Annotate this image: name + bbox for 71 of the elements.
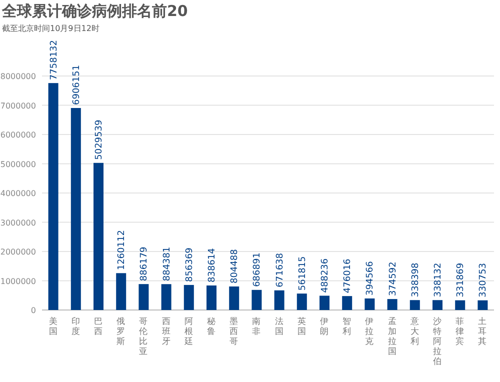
- bar: [455, 300, 466, 310]
- bar: [296, 294, 307, 310]
- bar: [116, 273, 126, 310]
- data-label: 1260112: [117, 230, 128, 270]
- x-tick-label: 哥伦比亚: [139, 317, 148, 357]
- bar: [48, 83, 58, 310]
- x-tick-label: 西班牙: [162, 317, 171, 347]
- y-tick-label: 3000000: [0, 218, 36, 228]
- y-tick-label: 0: [30, 306, 36, 315]
- chart-subtitle: 截至北京时间10月9日12时: [2, 24, 100, 33]
- data-label: 886179: [140, 246, 150, 282]
- data-label: 338132: [434, 262, 444, 298]
- chart-title: 全球累计确诊病例排名前20: [1, 2, 188, 20]
- data-label: 686891: [252, 252, 263, 287]
- bar: [161, 284, 172, 310]
- data-label: 856369: [184, 247, 195, 282]
- data-label: 476016: [343, 258, 354, 294]
- x-tick-label: 智利: [342, 316, 352, 337]
- bar: [138, 284, 149, 310]
- data-label: 338398: [410, 262, 421, 298]
- bar: [410, 300, 420, 310]
- bar: [252, 290, 262, 310]
- x-tick-label: 菲律宾: [456, 316, 465, 347]
- x-tick-label: 美国: [48, 316, 58, 337]
- x-tick-label: 俄罗斯: [116, 316, 126, 347]
- data-label: 884381: [162, 246, 172, 282]
- y-tick-label: 1000000: [0, 276, 36, 286]
- data-label: 7758132: [49, 40, 60, 80]
- x-tick-label: 意大利: [409, 316, 420, 347]
- data-label: 394566: [366, 260, 376, 296]
- x-tick-label: 沙特阿拉伯: [433, 316, 442, 367]
- x-tick-label: 墨西哥: [230, 316, 239, 347]
- data-label: 561815: [298, 256, 308, 291]
- bar: [364, 298, 375, 310]
- y-tick-label: 5000000: [0, 160, 36, 169]
- y-tick-label: 8000000: [0, 72, 36, 81]
- bar: [206, 285, 216, 310]
- bar: [320, 296, 330, 310]
- x-tick-label: 孟加拉国: [388, 316, 397, 357]
- data-label: 838614: [208, 248, 218, 282]
- x-tick-label: 印度: [71, 316, 80, 337]
- x-tick-label: 巴西: [94, 317, 103, 337]
- x-tick-label: 伊朗: [320, 316, 329, 337]
- x-tick-label: 伊拉克: [365, 316, 374, 347]
- bar: [94, 162, 104, 310]
- x-tick-label: 土耳其: [478, 316, 488, 347]
- y-tick-label: 7000000: [0, 101, 36, 110]
- y-tick-label: 4000000: [0, 189, 36, 198]
- bar: [387, 299, 398, 310]
- data-label: 330753: [478, 262, 489, 298]
- data-label: 331869: [456, 262, 466, 298]
- bar: [70, 108, 81, 310]
- data-label: 5029539: [94, 120, 104, 160]
- x-tick-label: 南非: [252, 316, 262, 337]
- bar: [184, 284, 194, 310]
- x-tick-label: 秘鲁: [207, 316, 216, 337]
- data-label: 804488: [230, 248, 240, 284]
- bar: [432, 300, 442, 310]
- y-tick-label: 2000000: [0, 248, 36, 256]
- data-label: 374592: [388, 262, 398, 296]
- data-label: 671638: [275, 252, 286, 288]
- bar: [274, 290, 284, 310]
- x-tick-label: 法国: [274, 316, 284, 337]
- x-tick-label: 英国: [297, 316, 306, 337]
- x-tick-label: 阿根廷: [183, 317, 194, 347]
- data-label: 488236: [320, 258, 330, 293]
- bar: [478, 300, 488, 310]
- y-tick-label: 6000000: [0, 130, 36, 140]
- bar: [229, 286, 240, 310]
- data-label: 6906151: [72, 64, 82, 105]
- bar: [342, 296, 352, 310]
